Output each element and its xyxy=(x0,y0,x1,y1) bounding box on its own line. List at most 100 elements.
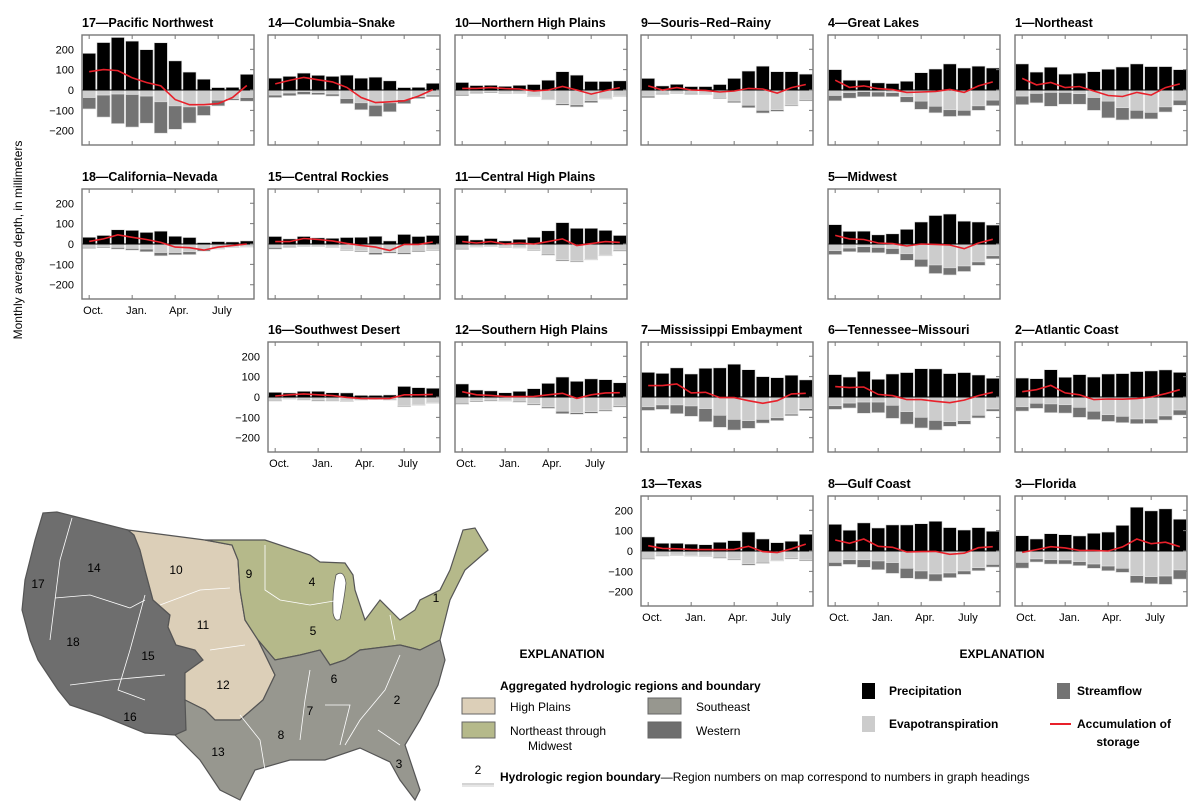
evapotranspiration-bar xyxy=(411,396,426,406)
evapotranspiration-bar xyxy=(942,89,957,111)
evapotranspiration-bar xyxy=(598,396,613,411)
panel-title: 11—Central High Plains xyxy=(455,170,595,184)
label-northeast-midwest-1: Northeast through xyxy=(510,724,606,738)
streamflow-bar xyxy=(698,93,713,95)
evapotranspiration-bar xyxy=(641,396,656,408)
panel: 2—Atlantic Coast xyxy=(1014,323,1188,453)
streamflow-bar xyxy=(168,252,183,256)
precipitation-bar xyxy=(741,369,756,398)
precipitation-bar xyxy=(569,381,584,398)
streamflow-bar xyxy=(755,419,770,424)
map-region-southeast xyxy=(173,639,446,802)
precipitation-bar xyxy=(1129,63,1144,91)
x-tick-label: Oct. xyxy=(829,612,849,624)
precipitation-bar xyxy=(1144,370,1159,398)
streamflow-bar xyxy=(1129,575,1144,584)
precipitation-bar xyxy=(828,224,843,245)
evapotranspiration-bar xyxy=(455,396,470,404)
streamflow-bar xyxy=(397,405,412,408)
streamflow-bar xyxy=(1072,407,1087,418)
precipitation-bar xyxy=(425,387,440,398)
streamflow-bar xyxy=(1158,106,1173,113)
y-tick-label: 100 xyxy=(56,65,74,77)
streamflow-bar xyxy=(1144,576,1159,585)
precipitation-bar xyxy=(1072,535,1087,552)
evapotranspiration-bar xyxy=(755,396,770,420)
x-tick-label: July xyxy=(585,458,605,470)
evapotranspiration-bar xyxy=(842,396,857,404)
streamflow-bar xyxy=(899,411,914,425)
evapotranspiration-bar xyxy=(354,89,369,104)
precipitation-bar xyxy=(928,68,943,91)
precipitation-bar xyxy=(727,78,742,91)
evapotranspiration-bar xyxy=(971,396,986,416)
streamflow-bar xyxy=(928,264,943,274)
evapotranspiration-bar xyxy=(985,243,1000,257)
region-number-label: 15 xyxy=(141,649,155,663)
storage-line xyxy=(648,383,806,405)
y-tick-label: 0 xyxy=(68,85,74,97)
streamflow-bar xyxy=(296,398,311,401)
streamflow-bar xyxy=(1115,107,1130,121)
precipitation-bar xyxy=(282,76,297,91)
streamflow-bar xyxy=(755,110,770,114)
evapotranspiration-bar xyxy=(425,243,440,251)
streamflow-bar xyxy=(942,109,957,117)
precipitation-bar xyxy=(828,524,843,552)
streamflow-bar xyxy=(425,94,440,98)
panel-title: 18—California–Nevada xyxy=(82,170,219,184)
streamflow-bar xyxy=(1115,416,1130,423)
streamflow-bar xyxy=(885,248,900,255)
precipitation-bar xyxy=(1144,510,1159,552)
region-number-label: 13 xyxy=(211,745,225,759)
streamflow-bar xyxy=(914,417,929,429)
streamflow-bar xyxy=(1086,97,1101,111)
x-tick-label: July xyxy=(958,612,978,624)
streamflow-bar xyxy=(985,564,1000,568)
streamflow-bar xyxy=(798,408,813,411)
evapotranspiration-bar xyxy=(541,243,556,255)
precipitation-bar xyxy=(770,71,785,91)
precipitation-bar xyxy=(196,78,211,91)
evapotranspiration-bar xyxy=(1072,89,1087,94)
streamflow-bar xyxy=(755,562,770,564)
panel-title: 15—Central Rockies xyxy=(268,170,389,184)
region-number-label: 8 xyxy=(278,728,285,742)
x-tick-label: Apr. xyxy=(355,458,375,470)
evapotranspiration-bar xyxy=(856,550,871,561)
precipitation-bar xyxy=(928,215,943,245)
precipitation-bar xyxy=(828,374,843,398)
evapotranspiration-bar xyxy=(798,89,813,100)
precipitation-bar xyxy=(1101,373,1116,398)
precipitation-bar xyxy=(354,236,369,245)
panel: 5—Midwest xyxy=(827,170,1001,300)
streamflow-bar xyxy=(612,249,627,252)
precipitation-bar xyxy=(899,229,914,245)
streamflow-bar xyxy=(727,100,742,103)
streamflow-bar xyxy=(842,247,857,253)
region-number-label: 16 xyxy=(123,710,137,724)
evapotranspiration-bar xyxy=(655,396,670,406)
streamflow-bar xyxy=(942,267,957,276)
streamflow-bar xyxy=(1043,92,1058,107)
streamflow-bar xyxy=(82,97,97,110)
streamflow-bar xyxy=(957,570,972,575)
streamflow-bar xyxy=(354,250,369,253)
y-tick-label: 100 xyxy=(242,372,260,384)
streamflow-bar xyxy=(1058,92,1073,105)
streamflow-bar xyxy=(584,258,599,261)
evapotranspiration-bar xyxy=(397,396,412,407)
precipitation-bar xyxy=(354,77,369,91)
storage-line xyxy=(648,543,807,554)
streamflow-bar xyxy=(1015,95,1030,105)
streamflow-bar xyxy=(368,252,383,255)
evapotranspiration-bar xyxy=(856,396,871,403)
streamflow-bar xyxy=(856,246,871,253)
y-tick-label: −100 xyxy=(608,566,633,578)
storage-line xyxy=(462,390,620,400)
streamflow-bar xyxy=(239,246,254,248)
x-tick-label: Jan. xyxy=(126,305,147,317)
streamflow-bar xyxy=(741,420,756,429)
evapotranspiration-bar xyxy=(612,243,627,251)
x-tick-label: Jan. xyxy=(872,612,893,624)
